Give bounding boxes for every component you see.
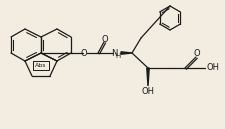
Text: OH: OH <box>141 87 154 95</box>
Polygon shape <box>146 68 148 86</box>
Text: OH: OH <box>206 63 218 72</box>
Text: O: O <box>101 34 108 43</box>
Text: N: N <box>110 49 117 58</box>
FancyBboxPatch shape <box>33 61 49 70</box>
Text: O: O <box>80 49 87 58</box>
Text: H: H <box>115 53 120 59</box>
Text: Abs: Abs <box>35 63 47 68</box>
Text: O: O <box>193 50 199 58</box>
Polygon shape <box>120 52 131 54</box>
